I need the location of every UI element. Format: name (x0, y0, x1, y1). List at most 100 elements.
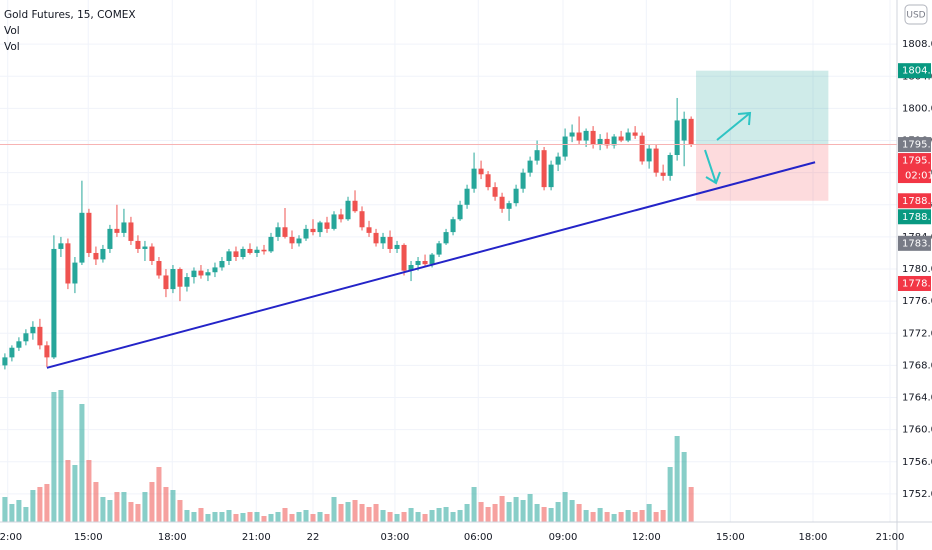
volume-bar (674, 436, 680, 522)
candle-body (422, 261, 428, 265)
y-tick-label: 1768.0 (902, 360, 932, 371)
candle-body (660, 172, 666, 176)
price-tag (898, 275, 931, 291)
volume-bar (373, 504, 379, 522)
volume-bar (184, 510, 190, 522)
indicator-label: Vol (4, 41, 20, 53)
stop-arrow (704, 149, 721, 185)
candle-body (2, 357, 8, 366)
candle-body (23, 333, 29, 342)
candle-body (233, 251, 239, 257)
candle-body (44, 345, 50, 358)
x-tick-label: 18:00 (799, 532, 828, 543)
volume-bar (478, 502, 484, 522)
y-tick-label: 1764.0 (902, 393, 932, 404)
x-tick-label: 21:00 (242, 532, 271, 543)
candle-body (65, 243, 71, 284)
candle-body (93, 252, 99, 260)
candle-body (653, 148, 659, 173)
volume-bar (2, 497, 8, 522)
candle-body (247, 248, 253, 253)
price-tag-label: 1795.5 (902, 156, 932, 167)
x-tick-label: 09:00 (549, 532, 578, 543)
volume-bar (30, 490, 36, 522)
volume-bar (149, 482, 155, 522)
candle-body (338, 214, 344, 220)
volume-bar (387, 512, 393, 522)
volume-bar (688, 487, 694, 522)
candle-body (191, 270, 197, 278)
volume-bar (303, 510, 309, 522)
candle-body (275, 227, 281, 237)
price-tag-label: 1783.2 (902, 238, 932, 249)
candle-body (366, 227, 372, 233)
candle-body (646, 148, 652, 162)
candle-body (667, 154, 673, 176)
position-stop-zone (696, 144, 829, 201)
currency-button[interactable] (904, 4, 928, 25)
candle-body (408, 265, 414, 271)
candle-body (205, 272, 211, 276)
candle-body (156, 261, 162, 276)
volume-bar (653, 512, 659, 522)
candle-body (436, 243, 442, 255)
volume-bar (359, 504, 365, 522)
candle-body (324, 222, 330, 229)
y-tick-label: 1756.0 (902, 457, 932, 468)
candle-body (576, 132, 582, 141)
volume-bar (23, 507, 29, 522)
volume-bar (590, 512, 596, 522)
candle-body (212, 267, 218, 273)
volume-bar (443, 507, 449, 522)
volume-bar (170, 490, 176, 522)
volume-bar (72, 465, 78, 522)
volume-bar (275, 512, 281, 522)
volume-bar (548, 508, 554, 522)
candle-body (611, 136, 617, 146)
x-tick-label: 22 (307, 532, 320, 543)
candle-body (51, 248, 57, 358)
candle-body (107, 228, 113, 249)
candle-body (261, 249, 267, 252)
price-tag (898, 63, 931, 79)
volume-bar (282, 508, 288, 522)
candle-body (296, 238, 302, 244)
candle-body (303, 228, 309, 239)
candle-body (226, 251, 232, 261)
volume-bar (128, 502, 134, 522)
candle-body (100, 248, 106, 260)
volume-bar (16, 500, 22, 522)
price-tag-label: 1788.5 (902, 196, 932, 207)
candle-body (352, 200, 358, 212)
candle-body (569, 132, 575, 137)
price-tag (898, 193, 931, 209)
volume-bar (107, 500, 113, 522)
candle-body (618, 136, 624, 141)
volume-bar (310, 514, 316, 522)
candle-body (149, 246, 155, 261)
y-tick-label: 1772.0 (902, 328, 932, 339)
volume-bar (79, 404, 85, 522)
candle-body (121, 222, 127, 233)
volume-bar (485, 507, 491, 522)
volume-bar (380, 510, 386, 522)
volume-bar (681, 452, 687, 522)
candle-body (254, 249, 260, 253)
price-axis (897, 0, 932, 550)
candle-body (464, 188, 470, 205)
candle-body (457, 204, 463, 220)
x-tick-label: 21:00 (876, 532, 905, 543)
volume-bar (58, 390, 64, 522)
price-tag (898, 153, 931, 184)
candle-body (345, 200, 351, 220)
candle-body (688, 118, 694, 145)
candle-body (16, 341, 22, 348)
volume-bar (646, 504, 652, 522)
volume-bar (345, 502, 351, 522)
volume-bar (618, 512, 624, 522)
candle-body (394, 244, 400, 249)
countdown: 02:01 (905, 171, 932, 182)
volume-bar (660, 510, 666, 522)
candle-body (170, 269, 176, 290)
